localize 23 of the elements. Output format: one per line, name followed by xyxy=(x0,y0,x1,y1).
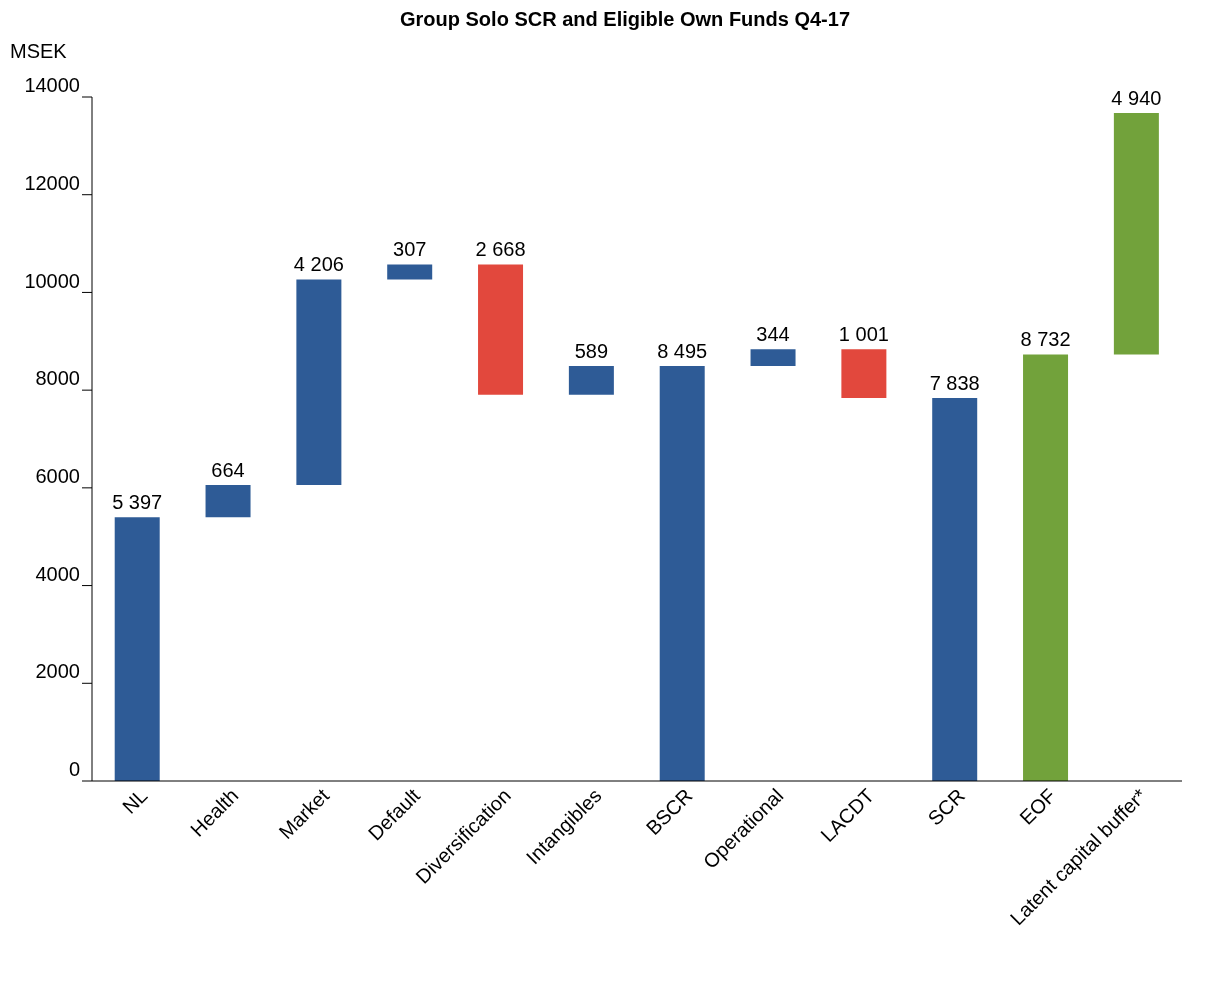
data-label: 7 838 xyxy=(929,372,980,395)
chart-title: Group Solo SCR and Eligible Own Funds Q4-17 xyxy=(399,8,851,31)
data-label: 344 xyxy=(756,323,790,346)
y-tick-label: 12000 xyxy=(24,171,80,194)
data-label: 307 xyxy=(393,238,427,261)
data-label: 589 xyxy=(574,339,609,362)
data-label: 2 668 xyxy=(475,238,526,261)
y-tick-label: 14000 xyxy=(24,74,80,97)
data-label: 4 940 xyxy=(1111,87,1162,110)
data-label: 8 732 xyxy=(1020,328,1071,351)
data-label: 4 206 xyxy=(293,253,344,276)
data-label: 1 001 xyxy=(838,323,889,346)
y-axis-title: MSEK xyxy=(10,40,67,63)
y-tick-label: 6000 xyxy=(35,464,80,487)
y-tick-label: 2000 xyxy=(35,660,80,683)
y-tick-label: 0 xyxy=(68,758,80,781)
x-tick-label: NL xyxy=(117,784,152,818)
data-label: 664 xyxy=(211,458,245,481)
data-label: 5 397 xyxy=(112,491,163,514)
y-tick-label: 10000 xyxy=(24,269,80,292)
data-label: 8 495 xyxy=(657,339,708,362)
y-tick-label: 4000 xyxy=(35,562,80,585)
y-tick-label: 8000 xyxy=(35,367,80,390)
